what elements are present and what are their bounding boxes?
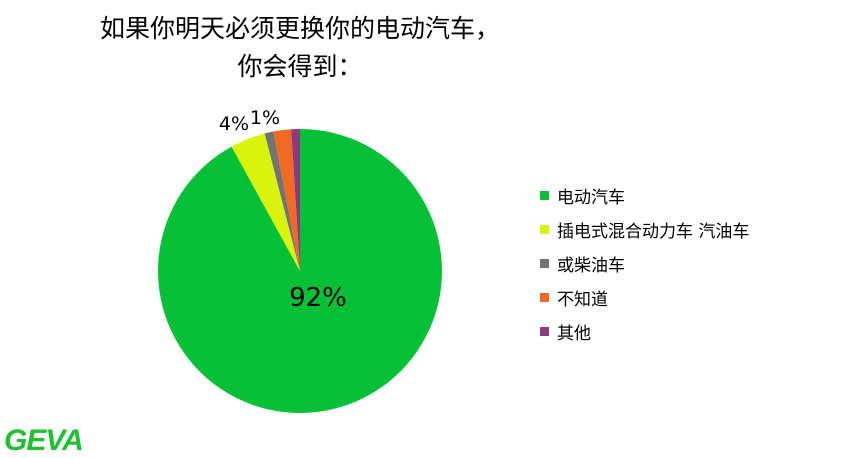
legend-swatch bbox=[540, 292, 549, 302]
data-label: 4% bbox=[219, 113, 249, 135]
title-line: 如果你明天必须更换你的电动汽车， bbox=[100, 14, 501, 43]
legend-label: 电动汽车 bbox=[557, 187, 625, 208]
legend-swatch bbox=[540, 224, 549, 234]
title-line: 你会得到： bbox=[237, 52, 363, 81]
geva-logo: GEVA bbox=[4, 424, 84, 457]
legend-label: 或柴油车 bbox=[557, 255, 625, 276]
legend-item: 不知道 bbox=[540, 280, 749, 314]
legend-label: 不知道 bbox=[557, 289, 608, 310]
pie-slice bbox=[264, 131, 300, 271]
chart-title: 如果你明天必须更换你的电动汽车， 你会得到： bbox=[100, 10, 500, 86]
legend: 电动汽车插电式混合动力车 汽油车 或柴油车不知道其他 bbox=[540, 178, 749, 348]
pie-slice bbox=[231, 133, 300, 271]
data-label: 1% bbox=[250, 107, 280, 129]
legend-item: 或柴油车 bbox=[540, 246, 749, 280]
legend-swatch bbox=[540, 190, 549, 200]
legend-swatch bbox=[540, 326, 549, 336]
legend-item: 电动汽车 bbox=[540, 178, 749, 212]
legend-label: 插电式混合动力车 汽油车 bbox=[557, 221, 750, 242]
pie-slice bbox=[273, 129, 300, 271]
data-label: 92% bbox=[289, 283, 347, 313]
legend-swatch bbox=[540, 258, 549, 268]
legend-item: 插电式混合动力车 汽油车 bbox=[540, 212, 749, 246]
legend-label: 其他 bbox=[557, 323, 591, 344]
pie-slice bbox=[291, 129, 300, 271]
legend-item: 其他 bbox=[540, 314, 749, 348]
